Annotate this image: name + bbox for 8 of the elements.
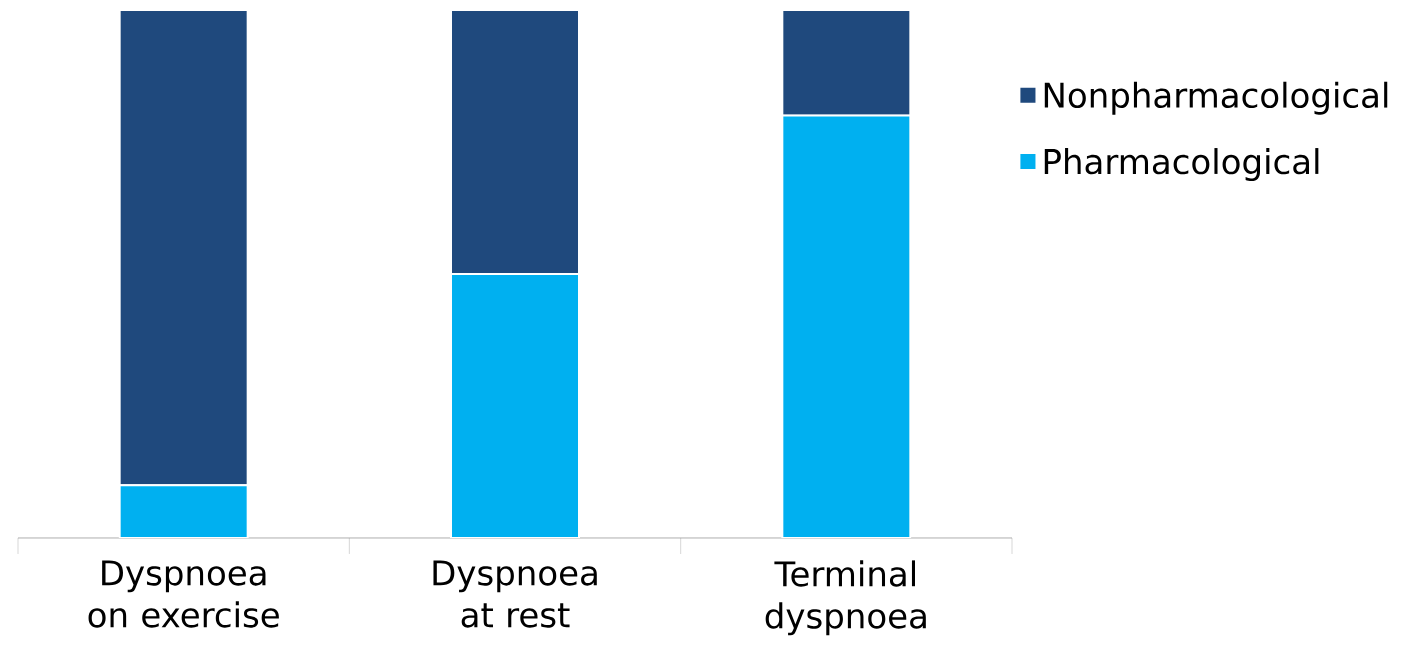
x-tick-label: Dyspnoea on exercise xyxy=(88,560,279,628)
bar xyxy=(781,9,912,117)
bar xyxy=(118,9,249,487)
legend-label: Pharmacological xyxy=(1044,148,1319,181)
bar xyxy=(450,9,581,275)
x-tick-label: Dyspnoea at rest xyxy=(433,560,597,628)
legend-label: Nonpharmacological xyxy=(1044,81,1388,115)
x-tick-label: Terminal dyspnoea xyxy=(765,560,926,636)
